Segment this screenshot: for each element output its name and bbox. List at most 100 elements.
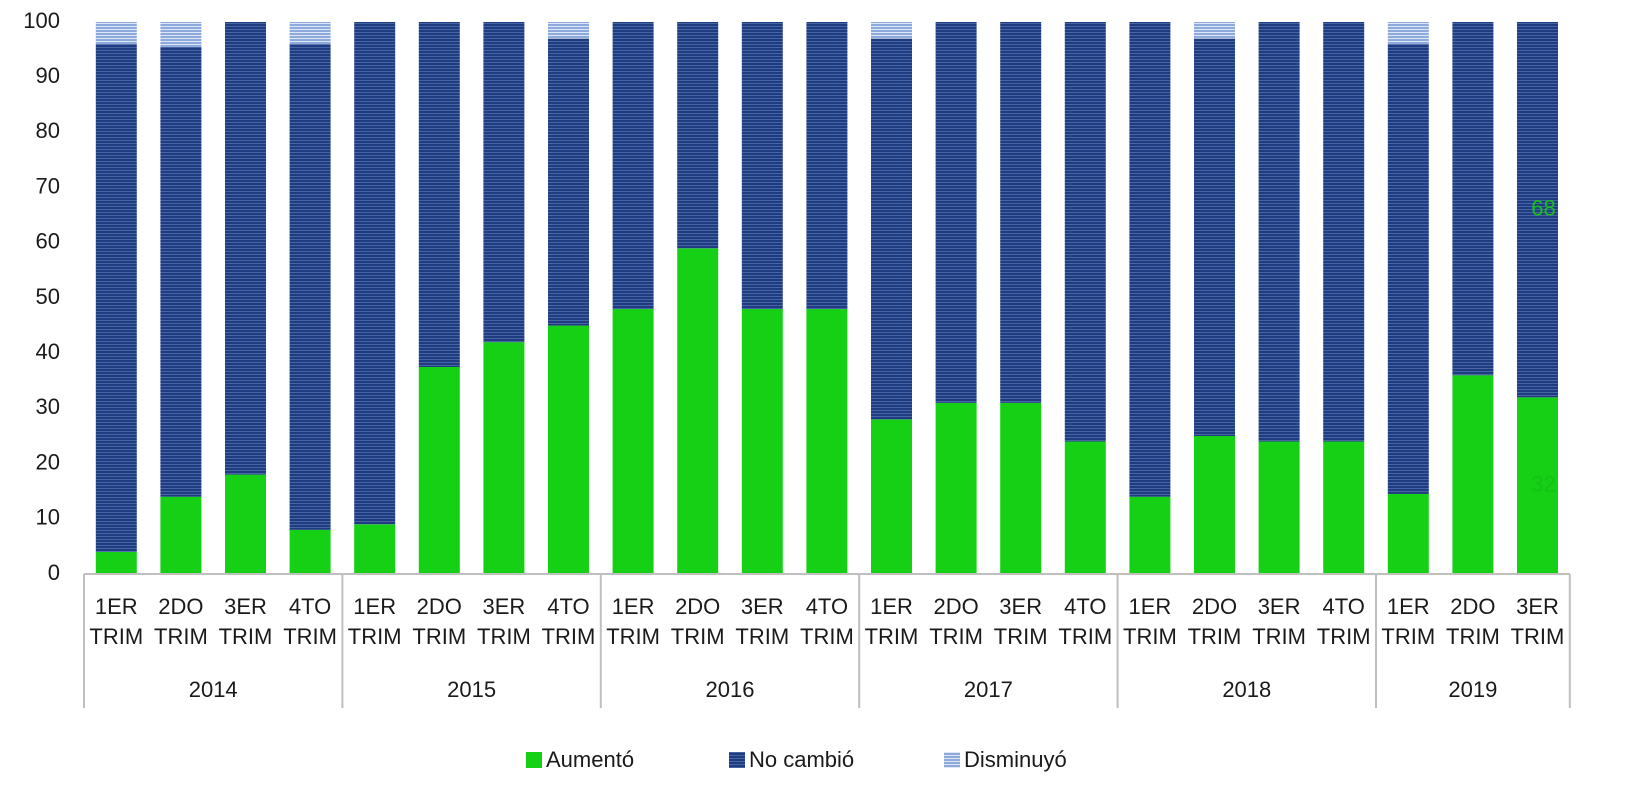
y-tick-label: 0 (48, 560, 60, 585)
x-tick-label: 1ER TRIM (89, 594, 144, 649)
x-tick-label: 1ER TRIM (606, 594, 660, 649)
bar-segment (1194, 436, 1235, 574)
bar-segment (741, 309, 783, 574)
bar-segment (95, 551, 137, 574)
bar-segment (741, 22, 783, 310)
bar-segment (871, 419, 912, 574)
legend-label: Disminuyó (964, 747, 1067, 772)
bar-segment (160, 496, 202, 574)
y-tick-label: 70 (36, 173, 60, 198)
bar-segment (225, 474, 266, 574)
x-tick-label: 2DO TRIM (412, 594, 467, 649)
group-label: 2016 (706, 677, 755, 702)
bar-segment (677, 22, 719, 249)
y-tick-label: 90 (36, 63, 60, 88)
bar-segment (289, 529, 331, 574)
bar-segment (483, 22, 525, 343)
bar-segment (1517, 397, 1558, 574)
bar-segment (1323, 441, 1365, 574)
x-tick-label: 2DO TRIM (1187, 594, 1242, 649)
group-label: 2014 (189, 677, 238, 702)
bar-segment (1000, 22, 1042, 403)
legend-label: No cambió (749, 747, 854, 772)
bar-segment (677, 248, 719, 574)
bar-segment (225, 22, 266, 475)
bar-segment (354, 22, 396, 525)
x-tick-label: 2DO TRIM (670, 594, 725, 649)
bar-segment (1258, 441, 1300, 574)
bar-segment (1129, 496, 1171, 574)
x-tick-label: 2DO TRIM (929, 594, 983, 649)
legend-swatch (526, 752, 542, 768)
bar-segment (1452, 375, 1494, 574)
group-label: 2019 (1448, 677, 1497, 702)
group-label: 2015 (447, 677, 496, 702)
y-tick-label: 30 (36, 394, 60, 419)
bar-segment (871, 38, 912, 420)
bar-segment (1129, 22, 1171, 497)
bar-segment (548, 325, 589, 574)
bar-segment (806, 309, 848, 574)
bar-segment (935, 402, 977, 574)
x-tick-label: 3ER TRIM (993, 594, 1048, 649)
bar-segment (289, 44, 331, 530)
bar-segment (483, 342, 525, 574)
x-tick-label: 3ER TRIM (1252, 594, 1306, 649)
bar-segment (1258, 22, 1300, 442)
bar-segment (354, 524, 396, 574)
bar-segment (95, 44, 137, 552)
bar-segment (548, 38, 589, 326)
bar-segment (1452, 22, 1494, 376)
x-tick-label: 4TO TRIM (1316, 594, 1371, 649)
bar-segment (612, 22, 654, 310)
y-tick-label: 100 (23, 8, 60, 33)
bar-segment (806, 22, 848, 310)
bar-segment (418, 367, 460, 574)
x-tick-label: 2DO TRIM (1446, 594, 1500, 649)
bar-segment (1194, 22, 1235, 39)
bar-segment (548, 22, 589, 39)
data-label: 32 (1531, 471, 1555, 496)
data-label: 68 (1531, 195, 1555, 220)
bar-segment (871, 22, 912, 39)
y-tick-label: 50 (36, 284, 60, 309)
x-tick-label: 3ER TRIM (477, 594, 531, 649)
x-tick-label: 4TO TRIM (1058, 594, 1113, 649)
x-tick-label: 3ER TRIM (735, 594, 790, 649)
x-tick-label: 4TO TRIM (800, 594, 854, 649)
y-tick-label: 40 (36, 339, 60, 364)
legend-label: Aumentó (546, 747, 634, 772)
x-tick-label: 1ER TRIM (347, 594, 402, 649)
bar-segment (160, 22, 202, 47)
bar-segment (95, 22, 137, 45)
bar-segment (418, 22, 460, 367)
group-label: 2018 (1222, 677, 1271, 702)
bar-segment (1064, 441, 1106, 574)
bar-segment (935, 22, 977, 403)
bar-segment (1323, 22, 1365, 442)
bar-segment (1194, 38, 1235, 437)
x-tick-label: 3ER TRIM (218, 594, 273, 649)
bar-segment (612, 309, 654, 574)
y-tick-label: 60 (36, 229, 60, 254)
y-tick-label: 10 (36, 505, 60, 530)
x-tick-label: 4TO TRIM (541, 594, 596, 649)
legend-swatch (944, 752, 960, 768)
bar-segment (1517, 22, 1558, 398)
bar-segment (1387, 44, 1429, 494)
group-label: 2017 (964, 677, 1013, 702)
bar-segment (1387, 22, 1429, 45)
x-tick-label: 4TO TRIM (283, 594, 337, 649)
legend-swatch (729, 752, 745, 768)
bar-segment (1064, 22, 1106, 442)
x-tick-label: 1ER TRIM (1381, 594, 1436, 649)
bar-segment (289, 22, 331, 45)
x-tick-label: 1ER TRIM (864, 594, 919, 649)
bar-segment (1387, 493, 1429, 574)
y-tick-label: 80 (36, 118, 60, 143)
y-tick-label: 20 (36, 449, 60, 474)
x-tick-label: 1ER TRIM (1123, 594, 1177, 649)
bar-segment (1000, 402, 1042, 574)
